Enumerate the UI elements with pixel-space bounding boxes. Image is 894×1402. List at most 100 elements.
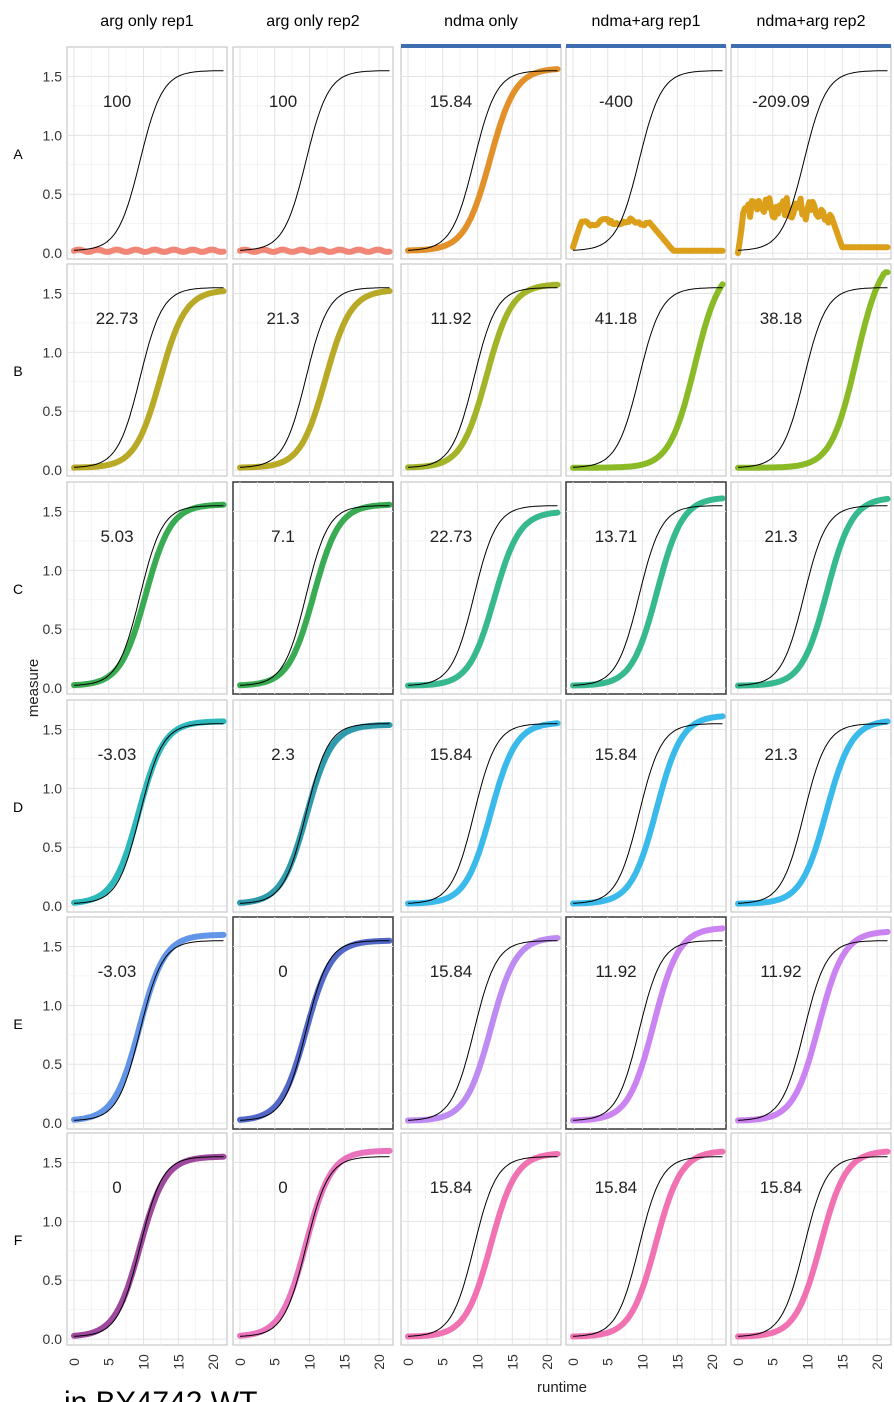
series-line [237, 288, 393, 471]
x-tick-label: 5 [600, 1358, 616, 1366]
y-tick-label: 0.0 [43, 245, 63, 261]
panel: 21.3 [730, 699, 892, 913]
panel: 13.71 [565, 481, 727, 695]
series-line [71, 246, 227, 255]
axes-text: 0.0 0.5 1.0 1.5 0.0 0.5 1.0 1.5 0.0 0.5 1.0 1.5 0.0 0… [43, 68, 886, 1369]
panel: 15.84 [565, 699, 727, 913]
bottom-caption: in BY4742 WT [64, 1386, 257, 1402]
series-line [735, 495, 891, 689]
panel-annotation: 15.84 [430, 745, 473, 764]
reference-line [239, 70, 390, 251]
y-tick-label: 0.5 [43, 1272, 63, 1288]
series-line [405, 66, 561, 254]
panel-highlight-bar [401, 44, 561, 48]
x-tick-label: 5 [101, 1358, 117, 1366]
x-tick-label: 10 [470, 1354, 486, 1370]
panel: 15.84 [730, 1132, 892, 1346]
series-line [237, 937, 393, 1123]
series-line [71, 288, 227, 471]
series-line [405, 935, 561, 1124]
panel-annotation: 21.3 [266, 309, 299, 328]
x-tick-label: 5 [435, 1358, 451, 1366]
reference-line [737, 723, 888, 904]
panel-annotation: 0 [278, 962, 287, 981]
row-label: E [13, 1016, 22, 1032]
y-tick-label: 1.0 [43, 997, 63, 1013]
panel-annotation: 2.3 [271, 745, 295, 764]
panel: 11.92 [565, 916, 727, 1130]
y-tick-label: 1.5 [43, 285, 63, 301]
panel: 15.84 [565, 1132, 727, 1346]
y-tick-label: 0.5 [43, 186, 63, 202]
panel-annotation: 15.84 [595, 745, 638, 764]
panel-highlight-bar [566, 44, 726, 48]
x-tick-label: 0 [66, 1358, 82, 1366]
panel: -3.03 [66, 916, 228, 1130]
x-tick-label: 15 [336, 1354, 352, 1370]
x-axis-label: runtime [537, 1379, 587, 1396]
series-line [570, 281, 726, 471]
series-line [237, 722, 393, 906]
series-line [71, 718, 227, 906]
series-line [237, 501, 393, 689]
y-tick-label: 0.0 [43, 1331, 63, 1347]
reference-line [407, 940, 558, 1121]
x-tick-label: 5 [765, 1358, 781, 1366]
x-tick-label: 5 [267, 1358, 283, 1366]
panel: 38.18 [730, 263, 892, 477]
reference-line [737, 287, 888, 468]
panel-annotation: 15.84 [760, 1178, 803, 1197]
y-tick-label: 1.5 [43, 503, 63, 519]
panel: -400 [565, 44, 727, 260]
panel-annotation: 11.92 [430, 309, 471, 328]
reference-line [407, 505, 558, 686]
y-tick-label: 1.0 [43, 1213, 63, 1229]
x-tick-label: 15 [834, 1354, 850, 1370]
y-tick-label: 0.5 [43, 1056, 63, 1072]
y-tick-label: 0.0 [43, 680, 63, 696]
x-tick-label: 10 [136, 1354, 152, 1370]
series-line [71, 931, 227, 1123]
panel-annotation: 100 [269, 92, 297, 111]
panel: 41.18 [565, 263, 727, 477]
series-line [405, 1151, 561, 1340]
x-tick-label: 20 [869, 1354, 885, 1370]
panel-highlight-bar [731, 44, 891, 48]
row-label: A [13, 146, 23, 162]
panel: 0 [66, 1132, 228, 1346]
reference-line [407, 1156, 558, 1337]
series-line [735, 269, 891, 471]
panel-annotation: 15.84 [430, 92, 473, 111]
reference-line [73, 287, 224, 468]
x-tick-label: 10 [302, 1354, 318, 1370]
panels: 100 100 15.84 -400 -209.09 22.73 21.3 11.92 41.1… [66, 44, 892, 1346]
reference-line [572, 70, 723, 251]
panel-annotation: -3.03 [98, 962, 137, 981]
panel: 15.84 [400, 916, 562, 1130]
x-tick-label: 0 [400, 1358, 416, 1366]
reference-line [737, 940, 888, 1121]
series-line [570, 925, 726, 1124]
panel: -3.03 [66, 699, 228, 913]
y-tick-label: 1.5 [43, 1154, 63, 1170]
panel-annotation: 0 [278, 1178, 287, 1197]
x-tick-label: 10 [635, 1354, 651, 1370]
panel: 100 [66, 46, 228, 260]
panel-annotation: 15.84 [430, 962, 473, 981]
reference-line [73, 1156, 224, 1337]
panel-annotation: 15.84 [430, 1178, 473, 1197]
reference-line [73, 723, 224, 904]
series-line [735, 928, 891, 1124]
panel: 22.73 [400, 481, 562, 695]
reference-line [239, 1156, 390, 1337]
column-header: ndma+arg rep1 [592, 13, 701, 30]
panel: 7.1 [232, 481, 394, 695]
y-tick-label: 1.0 [43, 780, 63, 796]
x-tick-label: 20 [539, 1354, 555, 1370]
panel-annotation: 21.3 [764, 527, 797, 546]
series-line [735, 718, 891, 907]
y-tick-label: 0.0 [43, 462, 63, 478]
x-tick-label: 20 [205, 1354, 221, 1370]
panel: 22.73 [66, 263, 228, 477]
